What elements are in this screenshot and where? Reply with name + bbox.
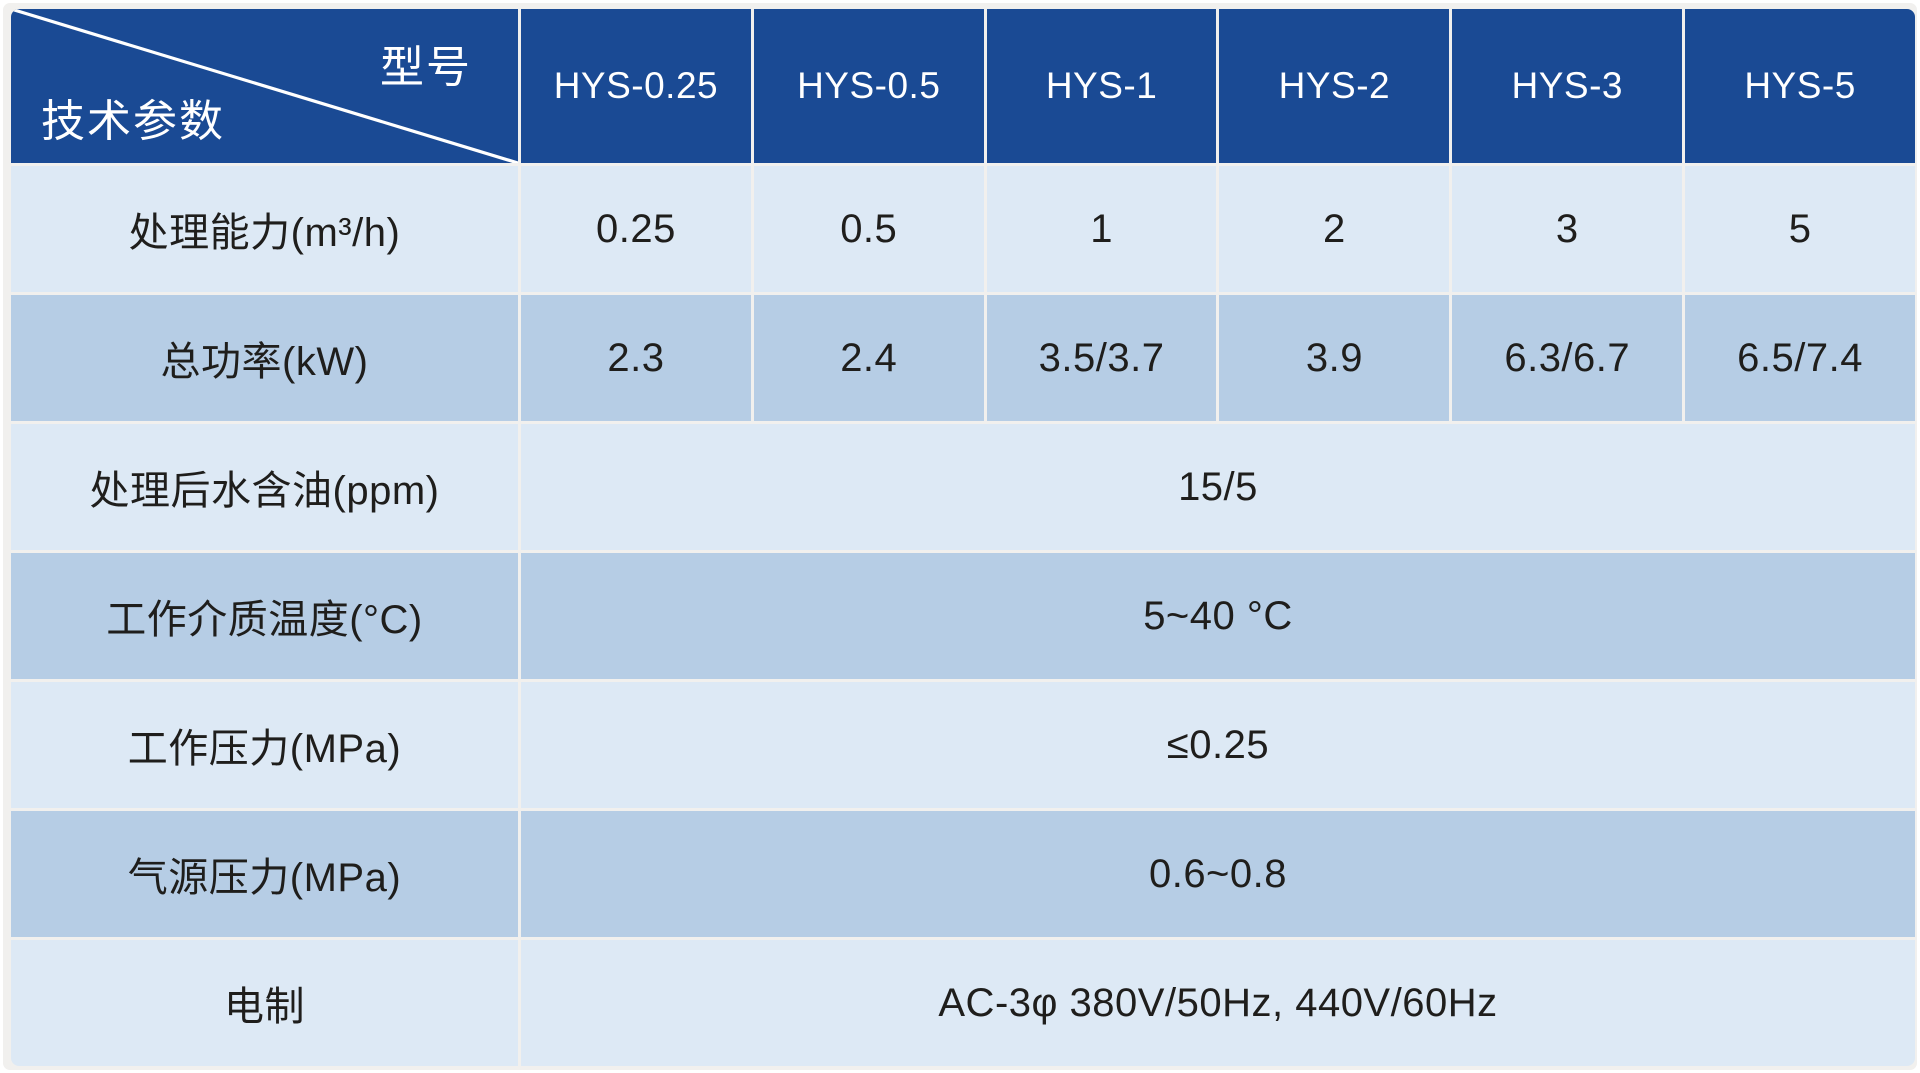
cell-power-hys-2: 3.9 bbox=[1219, 295, 1450, 421]
column-header-hys-5: HYS-5 bbox=[1685, 9, 1915, 163]
column-header-hys-0-5: HYS-0.5 bbox=[753, 9, 984, 163]
row-label-electrical-system: 电制 bbox=[11, 940, 518, 1066]
row-label-air-pressure: 气源压力(MPa) bbox=[11, 811, 518, 937]
row-label-working-pressure: 工作压力(MPa) bbox=[11, 682, 518, 808]
cell-capacity-hys-3: 3 bbox=[1452, 166, 1683, 292]
cell-power-hys-1: 3.5/3.7 bbox=[986, 295, 1217, 421]
corner-header-cell: 型号 技术参数 bbox=[11, 9, 518, 163]
cell-power-hys-3: 6.3/6.7 bbox=[1452, 295, 1683, 421]
spec-table: 型号 技术参数 HYS-0.25 HYS-0.5 HYS-1 HYS-2 HYS… bbox=[11, 9, 1915, 1066]
row-label-power: 总功率(kW) bbox=[11, 295, 518, 421]
cell-medium-temperature-merged: 5~40 °C bbox=[521, 553, 1915, 679]
column-header-hys-1: HYS-1 bbox=[986, 9, 1217, 163]
row-label-oil-content: 处理后水含油(ppm) bbox=[11, 424, 518, 550]
cell-working-pressure-merged: ≤0.25 bbox=[521, 682, 1915, 808]
column-header-hys-2: HYS-2 bbox=[1219, 9, 1450, 163]
cell-air-pressure-merged: 0.6~0.8 bbox=[521, 811, 1915, 937]
cell-capacity-hys-1: 1 bbox=[986, 166, 1217, 292]
diagonal-divider-line bbox=[11, 9, 518, 163]
cell-capacity-hys-5: 5 bbox=[1685, 166, 1915, 292]
corner-model-label: 型号 bbox=[380, 43, 472, 92]
cell-power-hys-0-25: 2.3 bbox=[521, 295, 751, 421]
cell-capacity-hys-2: 2 bbox=[1219, 166, 1450, 292]
cell-capacity-hys-0-5: 0.5 bbox=[753, 166, 984, 292]
cell-oil-content-merged: 15/5 bbox=[521, 424, 1915, 550]
cell-capacity-hys-0-25: 0.25 bbox=[521, 166, 751, 292]
cell-power-hys-5: 6.5/7.4 bbox=[1685, 295, 1915, 421]
cell-electrical-system-merged: AC-3φ 380V/50Hz, 440V/60Hz bbox=[521, 940, 1915, 1066]
row-label-medium-temperature: 工作介质温度(°C) bbox=[11, 553, 518, 679]
cell-power-hys-0-5: 2.4 bbox=[753, 295, 984, 421]
column-header-hys-0-25: HYS-0.25 bbox=[521, 9, 751, 163]
row-label-capacity: 处理能力(m³/h) bbox=[11, 166, 518, 292]
column-header-hys-3: HYS-3 bbox=[1452, 9, 1683, 163]
corner-params-label: 技术参数 bbox=[41, 97, 225, 146]
